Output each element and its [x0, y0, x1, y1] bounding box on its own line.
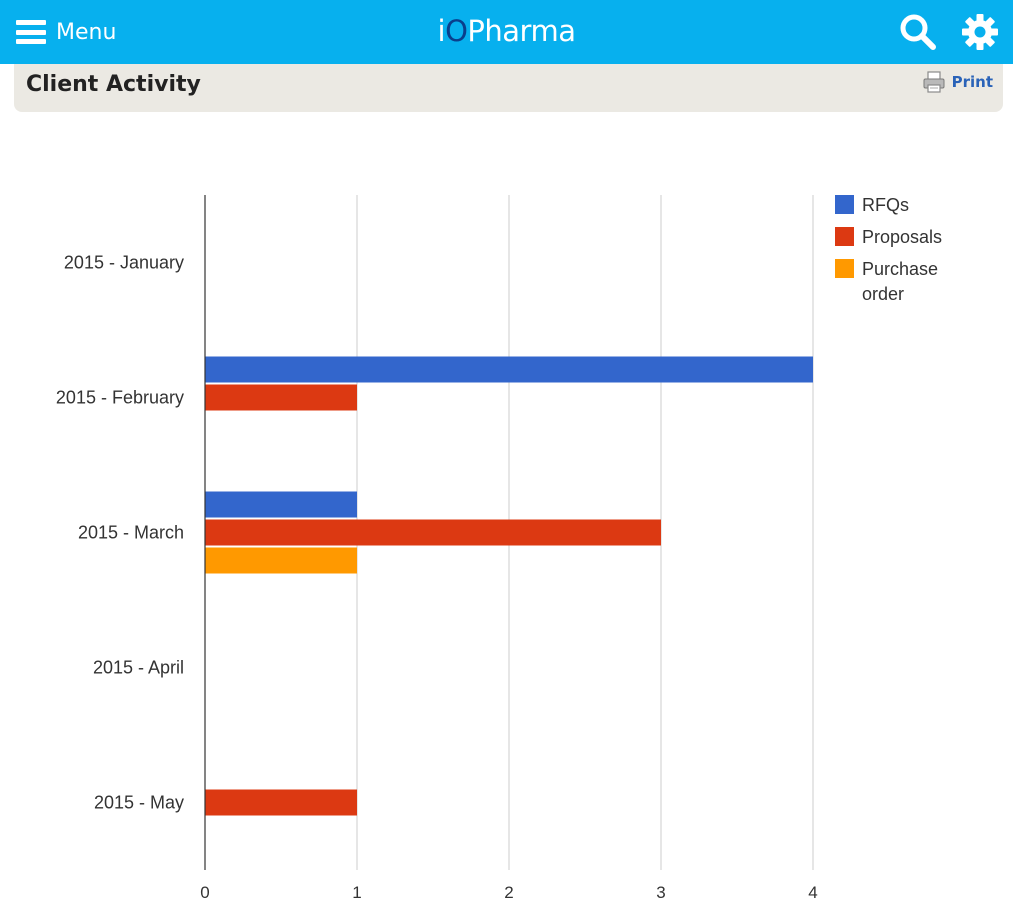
- client-activity-panel: Client Activity Print: [14, 64, 1003, 112]
- menu-button[interactable]: Menu: [16, 15, 116, 49]
- legend-swatch-2: [835, 259, 854, 278]
- bar-proposals-2: [205, 519, 661, 546]
- x-tick-label-1: 1: [352, 883, 361, 900]
- x-tick-label-2: 2: [504, 883, 513, 900]
- bar-rfqs-2: [205, 491, 357, 518]
- search-button[interactable]: [898, 12, 938, 52]
- brand-o: O: [445, 14, 468, 48]
- settings-button[interactable]: [960, 12, 1000, 52]
- category-label-0: 2015 - January: [64, 253, 184, 273]
- client-activity-chart: 2015 - January 2015 - February 2015 - Marc…: [56, 195, 942, 900]
- category-label-4: 2015 - May: [94, 793, 184, 813]
- legend-label-1: Proposals: [862, 227, 942, 247]
- brand-prefix: i: [437, 14, 446, 48]
- legend-label-2: Purchase order: [862, 259, 938, 304]
- category-label-3: 2015 - April: [93, 658, 184, 678]
- printer-icon: [923, 71, 945, 93]
- gear-icon: [962, 14, 998, 50]
- bar-rfqs-1: [205, 356, 813, 383]
- bar-proposals-4: [205, 789, 357, 816]
- category-label-1: 2015 - February: [56, 388, 184, 408]
- bar-proposals-1: [205, 384, 357, 411]
- category-label-2: 2015 - March: [78, 523, 184, 543]
- search-icon: [900, 14, 936, 50]
- bar-purchase-order-2: [205, 547, 357, 574]
- menu-label: Menu: [56, 19, 117, 45]
- legend-swatch-1: [835, 227, 854, 246]
- x-tick-label-4: 4: [808, 883, 817, 900]
- panel-title: Client Activity: [26, 72, 201, 97]
- menu-icon: [16, 20, 46, 44]
- x-tick-label-3: 3: [656, 883, 665, 900]
- legend-swatch-0: [835, 195, 854, 214]
- print-label: Print: [951, 73, 993, 91]
- legend-label-0: RFQs: [862, 195, 909, 215]
- x-tick-label-0: 0: [200, 883, 209, 900]
- brand-suffix: Pharma: [467, 14, 576, 48]
- top-bar: Menu iOPharma: [0, 0, 1013, 64]
- brand-logo: iOPharma: [0, 14, 1013, 48]
- print-button[interactable]: Print: [922, 70, 993, 94]
